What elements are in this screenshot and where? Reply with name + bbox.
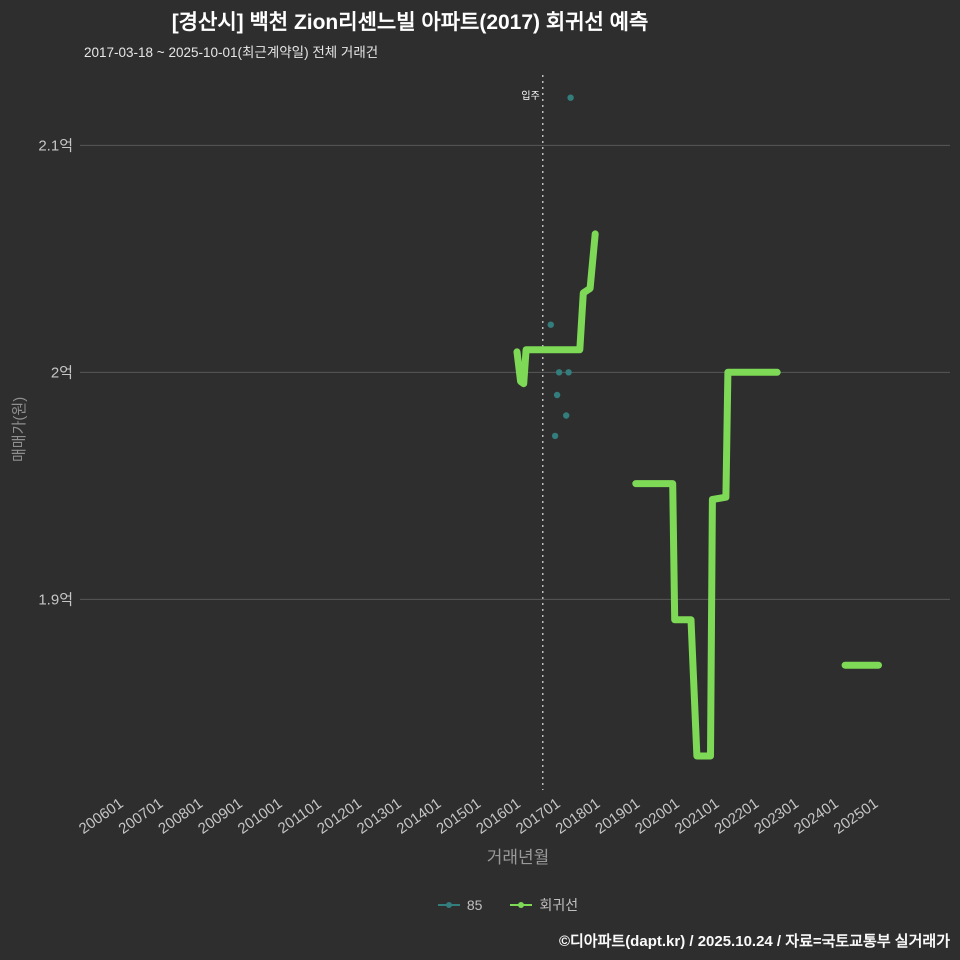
x-tick-label: 202001 (632, 795, 683, 838)
legend-label-85: 85 (466, 897, 483, 913)
y-tick-label: 2억 (51, 364, 73, 381)
regression-line (632, 368, 781, 760)
x-tick-label: 201001 (235, 795, 286, 838)
x-tick-label: 200801 (155, 795, 206, 838)
x-tick-label: 202501 (831, 795, 882, 838)
scatter-point (555, 369, 563, 376)
series-regression-marker-icon (510, 900, 533, 910)
x-tick-label: 201801 (553, 795, 604, 838)
x-tick-label: 201401 (394, 795, 445, 838)
x-tick-label: 202101 (672, 795, 723, 838)
x-tick-label: 200701 (116, 795, 167, 838)
series-85-marker-icon (437, 900, 460, 910)
x-tick-label: 200901 (195, 795, 246, 838)
x-tick-label: 202401 (791, 795, 842, 838)
source-credit: ©디아파트(dapt.kr) / 2025.10.24 / 자료=국토교통부 실… (558, 933, 950, 950)
x-tick-label: 201701 (513, 795, 564, 838)
x-tick-label: 201201 (314, 795, 365, 838)
x-tick-label: 201901 (592, 795, 643, 838)
chart-subtitle: 2017-03-18 ~ 2025-10-01(최근계약일) 전체 거래건 (84, 45, 379, 60)
move-in-label: 입주 (521, 89, 539, 102)
x-tick-label: 201501 (433, 795, 484, 838)
scatter-point (551, 432, 559, 440)
legend-item-85: 85 (437, 897, 483, 913)
x-tick-label: 201301 (354, 795, 405, 838)
scatter-point (553, 391, 561, 399)
scatter-point (563, 412, 570, 419)
x-tick-label: 202201 (711, 795, 762, 838)
legend-label-regression: 회귀선 (539, 897, 579, 913)
chart-title: [경산시] 백천 Zion리센느빌 아파트(2017) 회귀선 예측 (171, 11, 649, 34)
regression-line (513, 230, 599, 388)
scatter-point (567, 94, 574, 101)
scatter-point (547, 321, 554, 328)
x-tick-label: 201101 (275, 795, 325, 837)
x-tick-label: 201601 (473, 795, 524, 838)
legend-item-regression: 회귀선 (510, 895, 578, 915)
scatter-point (565, 369, 572, 376)
x-tick-label: 202301 (751, 795, 802, 838)
x-tick-label: 200601 (76, 795, 127, 838)
legend: 85 회귀선 (28, 895, 960, 915)
x-axis-label: 거래년월 (486, 848, 550, 867)
y-tick-label: 1.9억 (38, 591, 73, 608)
y-tick-label: 2.1억 (38, 137, 73, 154)
